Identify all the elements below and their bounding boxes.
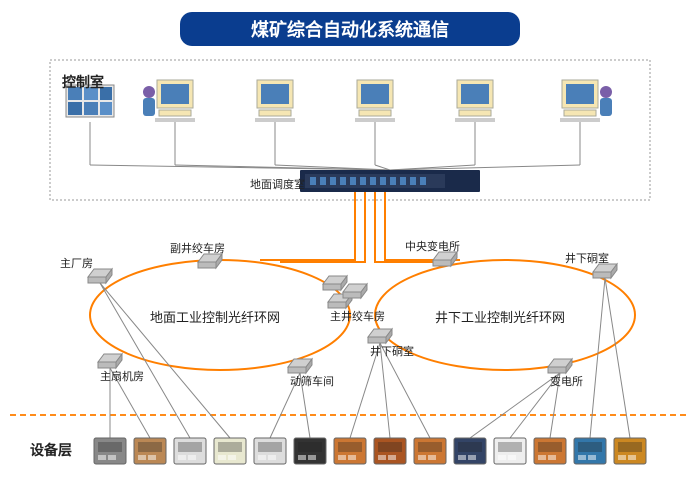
switch-label: 动筛车间 [290,373,334,389]
ring-left-label: 地面工业控制光纤环网 [150,307,280,326]
station-connection-lines [90,122,580,170]
title-text: 煤矿综合自动化系统通信 [251,16,449,42]
switch-label: 主厂房 [60,255,93,271]
switch-label: 地面调度室 [250,176,305,192]
switch-label: 副井绞车房 [170,240,225,256]
control-room-label: 控制室 [62,72,104,92]
device-row [94,438,646,464]
switch-label: 主扇机房 [100,368,144,384]
control-room-stations [66,80,612,122]
rack-switch [300,170,480,192]
switch-label: 井下硐室 [565,250,609,266]
title-banner: 煤矿综合自动化系统通信 [180,12,520,46]
switch-label: 变电所 [550,373,583,389]
device-layer-label: 设备层 [30,440,72,460]
switch-label: 中央变电所 [405,238,460,254]
switch-label: 井下硐室 [370,343,414,359]
switch-label: 主井绞车房 [330,308,385,324]
ring-right-label: 井下工业控制光纤环网 [435,307,565,326]
